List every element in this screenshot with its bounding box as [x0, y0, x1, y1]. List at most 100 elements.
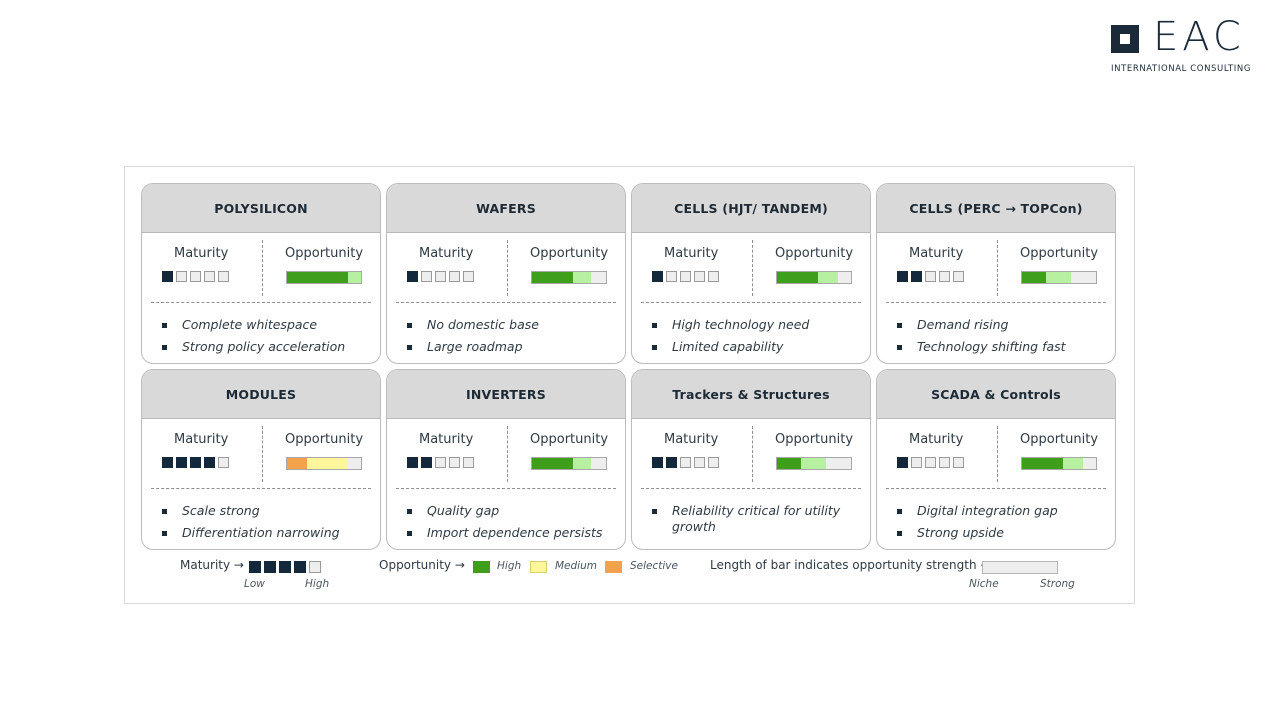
- maturity-label: Maturity: [174, 432, 229, 447]
- maturity-indicator: [407, 457, 474, 468]
- legend-medium-label: Medium: [555, 560, 597, 572]
- bullet-item: Import dependence persists: [407, 525, 617, 541]
- legend-opportunity-label: Opportunity →: [379, 558, 465, 572]
- legend-maturity-square: [249, 561, 261, 573]
- maturity-square: [190, 457, 201, 468]
- legend-length-bar: [982, 561, 1058, 574]
- card-title: INVERTERS: [387, 370, 625, 419]
- opportunity-segment-light: [1046, 272, 1071, 283]
- horizontal-divider: [151, 488, 371, 489]
- legend-maturity-low: Low: [244, 578, 265, 590]
- vertical-divider: [507, 426, 508, 482]
- maturity-indicator: [407, 271, 474, 282]
- maturity-square: [911, 457, 922, 468]
- opportunity-bar: [1021, 457, 1097, 470]
- logo-tagline: INTERNATIONAL CONSULTING: [1111, 64, 1252, 74]
- card-title: MODULES: [142, 370, 380, 419]
- opportunity-bar: [286, 271, 362, 284]
- maturity-square: [939, 457, 950, 468]
- segment-card: CELLS (HJT/ TANDEM) Maturity Opportunity Hi…: [631, 183, 871, 364]
- segment-card: CELLS (PERC → TOPCon) Maturity Opportunity…: [876, 183, 1116, 364]
- vertical-divider: [752, 426, 753, 482]
- maturity-label: Maturity: [419, 432, 474, 447]
- logo-square-icon: [1111, 25, 1139, 53]
- opportunity-segment-light: [801, 458, 826, 469]
- bullet-item: Differentiation narrowing: [162, 525, 372, 541]
- horizontal-divider: [151, 302, 371, 303]
- maturity-square: [435, 271, 446, 282]
- opportunity-label: Opportunity: [1020, 432, 1099, 447]
- opportunity-segment-high: [777, 272, 818, 283]
- legend-niche-label: Niche: [969, 578, 999, 590]
- legend-high-label: High: [497, 560, 522, 572]
- bullet-list: Digital integration gap Strong upside: [897, 503, 1107, 547]
- maturity-square: [897, 271, 908, 282]
- opportunity-segment-light: [572, 272, 592, 283]
- maturity-label: Maturity: [664, 432, 719, 447]
- bullet-item: Quality gap: [407, 503, 617, 519]
- legend-selective-swatch: [605, 561, 622, 573]
- horizontal-divider: [641, 302, 861, 303]
- opportunity-label: Opportunity: [530, 246, 609, 261]
- maturity-square: [449, 457, 460, 468]
- card-title: CELLS (HJT/ TANDEM): [632, 184, 870, 233]
- maturity-square: [925, 457, 936, 468]
- opportunity-label: Opportunity: [775, 246, 854, 261]
- legend-maturity-label: Maturity →: [180, 558, 244, 572]
- maturity-square: [911, 271, 922, 282]
- logo-wordmark: EAC: [1153, 14, 1245, 60]
- vertical-divider: [262, 240, 263, 296]
- maturity-square: [463, 457, 474, 468]
- vertical-divider: [262, 426, 263, 482]
- segment-card: MODULES Maturity Opportunity Scale strong Di…: [141, 369, 381, 550]
- opportunity-segment-high: [1022, 272, 1047, 283]
- bullet-item: Limited capability: [652, 339, 862, 355]
- maturity-square: [925, 271, 936, 282]
- opportunity-segment-high: [777, 458, 802, 469]
- maturity-square: [449, 271, 460, 282]
- bullet-item: Large roadmap: [407, 339, 617, 355]
- card-title: Trackers & Structures: [632, 370, 870, 419]
- bullet-item: Strong policy acceleration: [162, 339, 372, 355]
- bullet-list: Demand rising Technology shifting fast: [897, 317, 1107, 361]
- maturity-square: [218, 457, 229, 468]
- maturity-square: [694, 457, 705, 468]
- maturity-label: Maturity: [909, 246, 964, 261]
- maturity-label: Maturity: [909, 432, 964, 447]
- segment-card: WAFERS Maturity Opportunity No domestic bas…: [386, 183, 626, 364]
- bullet-list: No domestic base Large roadmap: [407, 317, 617, 361]
- horizontal-divider: [396, 302, 616, 303]
- opportunity-bar: [1021, 271, 1097, 284]
- opportunity-label: Opportunity: [285, 432, 364, 447]
- maturity-square: [897, 457, 908, 468]
- maturity-square: [435, 457, 446, 468]
- maturity-square: [652, 271, 663, 282]
- opportunity-segment-selective: [287, 458, 307, 469]
- horizontal-divider: [886, 488, 1106, 489]
- segment-card: POLYSILICON Maturity Opportunity Complete w…: [141, 183, 381, 364]
- maturity-square: [680, 271, 691, 282]
- opportunity-segment-light: [347, 272, 361, 283]
- bullet-item: Digital integration gap: [897, 503, 1107, 519]
- maturity-indicator: [897, 457, 964, 468]
- bullet-item: Scale strong: [162, 503, 372, 519]
- maturity-square: [953, 271, 964, 282]
- opportunity-bar: [531, 457, 607, 470]
- legend-length-label: Length of bar indicates opportunity stre…: [710, 558, 991, 572]
- bullet-list: Complete whitespace Strong policy acceler…: [162, 317, 372, 361]
- maturity-square: [218, 271, 229, 282]
- maturity-square: [708, 271, 719, 282]
- legend-maturity-square: [264, 561, 276, 573]
- vertical-divider: [507, 240, 508, 296]
- maturity-square: [666, 457, 677, 468]
- opportunity-bar: [286, 457, 362, 470]
- maturity-square: [708, 457, 719, 468]
- eac-logo: EAC INTERNATIONAL CONSULTING: [1111, 15, 1261, 81]
- vertical-divider: [997, 240, 998, 296]
- maturity-square: [176, 271, 187, 282]
- maturity-square: [162, 271, 173, 282]
- opportunity-label: Opportunity: [530, 432, 609, 447]
- maturity-square: [204, 457, 215, 468]
- maturity-square: [652, 457, 663, 468]
- opportunity-segment-high: [532, 458, 573, 469]
